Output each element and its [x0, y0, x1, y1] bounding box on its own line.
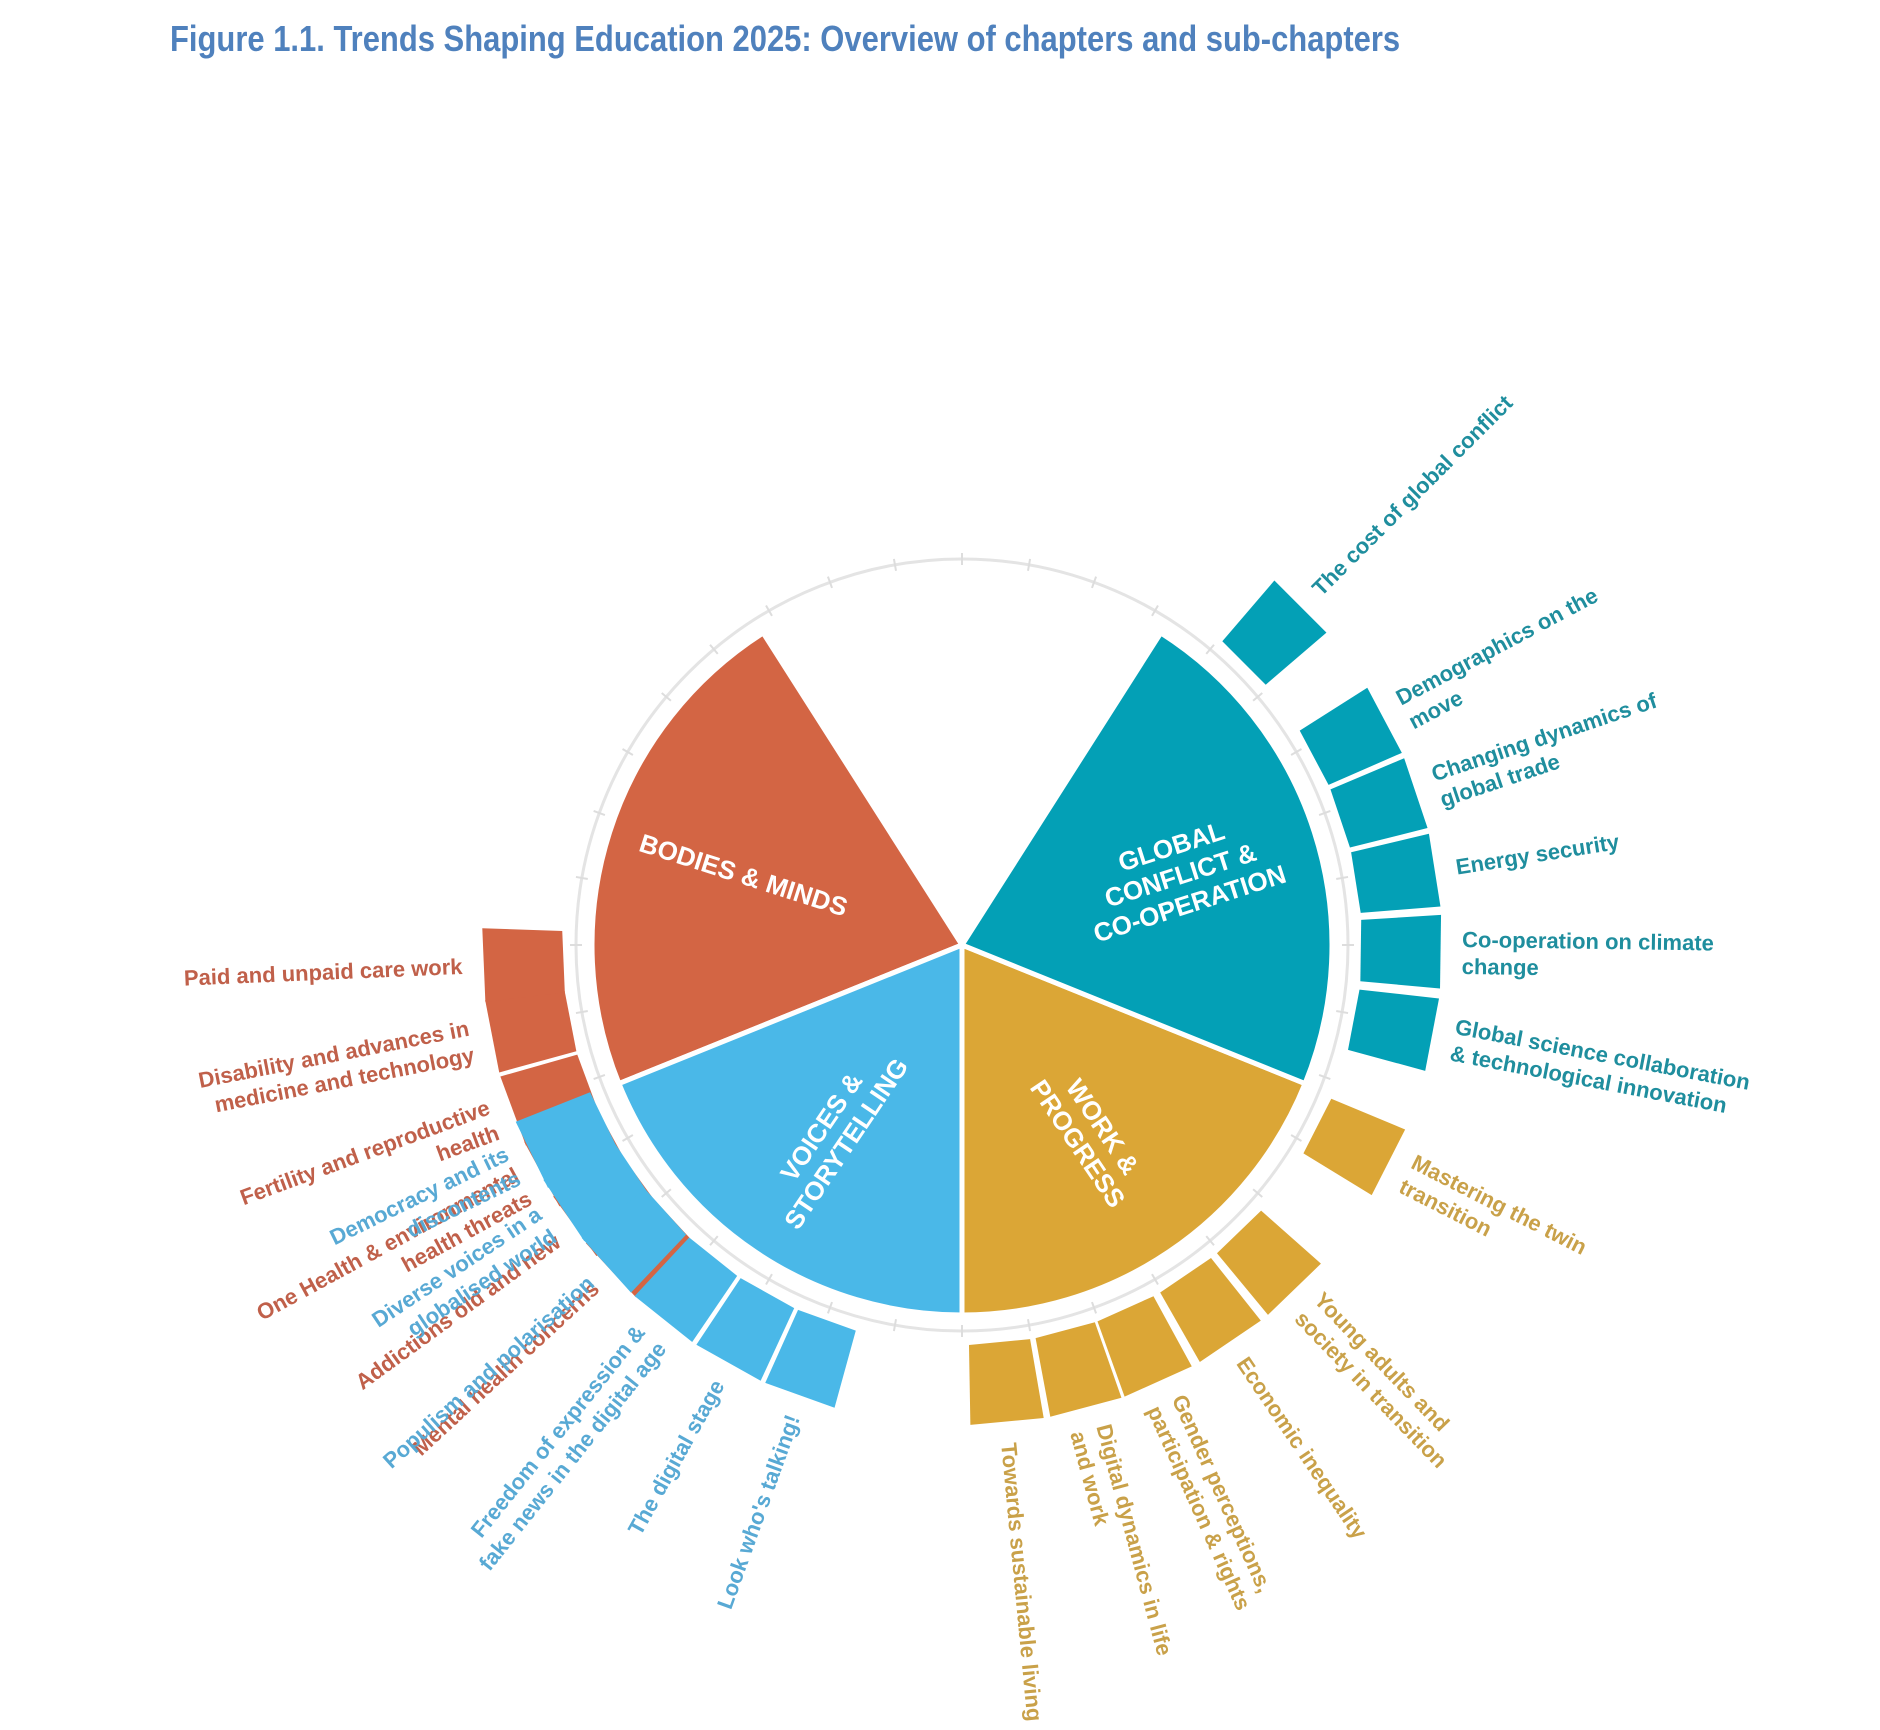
- subchapter-label-line: The digital stage: [623, 1376, 730, 1540]
- guide-ring-tick: [892, 558, 897, 571]
- subchapter-bar-voices: [765, 1309, 856, 1408]
- subchapter-label-line: Energy security: [1454, 829, 1622, 880]
- guide-ring-tick: [661, 692, 672, 702]
- subchapter-label: Mastering the twintransition: [1395, 1150, 1591, 1284]
- subchapter-bar-bodies: [485, 990, 577, 1073]
- subchapter-bar-work: [1097, 1296, 1192, 1397]
- guide-ring-tick: [1318, 809, 1331, 816]
- guide-ring-tick: [709, 1235, 719, 1246]
- subchapter-bar-global: [1351, 833, 1441, 913]
- guide-ring-tick: [1205, 644, 1215, 655]
- guide-ring-tick: [593, 1074, 606, 1081]
- chapter-sector-work: [959, 941, 1309, 1318]
- chapter-sector-voices: [615, 941, 965, 1318]
- subchapter-label: Digital dynamics in lifeand work: [1065, 1421, 1177, 1665]
- subchapter-label: The cost of global conflict: [1307, 390, 1518, 601]
- subchapter-bar-voices: [634, 1237, 738, 1342]
- guide-ring-tick: [593, 809, 606, 816]
- subchapter-label-line: Look who's talking!: [712, 1411, 805, 1612]
- guide-ring-tick: [1151, 1273, 1159, 1285]
- subchapter-bar-work: [1216, 1210, 1321, 1315]
- subchapter-bar-voices: [515, 1092, 617, 1188]
- subchapter-label-line: change: [1462, 954, 1539, 980]
- guide-ring-tick: [1252, 1188, 1263, 1198]
- subchapter-bar-global: [1222, 580, 1327, 685]
- figure-title: Figure 1.1. Trends Shaping Education 202…: [170, 18, 1401, 59]
- guide-ring-tick: [892, 1319, 897, 1332]
- guide-ring-tick: [826, 576, 833, 589]
- subchapter-label: Co-operation on climatechange: [1462, 927, 1714, 983]
- subchapter-label-line: Co-operation on climate: [1462, 927, 1714, 956]
- chapter-sector-bodies: [589, 629, 966, 1087]
- subchapter-label: Towards sustainable living: [996, 1442, 1047, 1723]
- guide-ring: [570, 553, 1354, 1337]
- guide-ring-tick: [765, 1273, 773, 1285]
- subchapter-label-line: The cost of global conflict: [1307, 390, 1518, 601]
- subchapter-label: Energy security: [1454, 829, 1622, 880]
- guide-ring-tick: [1027, 558, 1032, 571]
- subchapter-bar-voices: [543, 1140, 648, 1242]
- chapter-sectors: [589, 629, 1335, 1318]
- guide-ring-tick: [575, 1010, 588, 1015]
- subchapter-bar-global: [1330, 758, 1428, 848]
- subchapter-label-line: Demographics on the: [1392, 583, 1602, 711]
- guide-ring-tick: [826, 1301, 833, 1314]
- subchapter-label: The digital stage: [623, 1376, 730, 1540]
- guide-ring-tick: [1290, 1134, 1302, 1142]
- guide-ring-tick: [1252, 692, 1263, 702]
- guide-ring-tick: [1205, 1235, 1215, 1246]
- subchapter-bar-work: [1303, 1098, 1406, 1196]
- subchapter-bar-work: [968, 1339, 1044, 1425]
- subchapter-label: Look who's talking!: [712, 1411, 805, 1612]
- subchapter-label: Paid and unpaid care work: [183, 954, 463, 991]
- subchapter-bar-voices: [696, 1278, 795, 1381]
- subchapter-label: Disability and advances inmedicine and t…: [196, 1016, 477, 1120]
- guide-ring-tick: [661, 1188, 672, 1198]
- subchapter-bar-global: [1299, 687, 1402, 785]
- guide-ring-tick: [1290, 748, 1302, 756]
- subchapter-bar-work: [1160, 1258, 1261, 1362]
- subchapter-label-line: Towards sustainable living: [996, 1442, 1047, 1723]
- subchapter-bars: [482, 580, 1442, 1425]
- guide-ring-tick: [1091, 576, 1098, 589]
- guide-ring-tick: [622, 1134, 634, 1142]
- guide-ring-tick: [1151, 605, 1159, 617]
- subchapter-label-line: Paid and unpaid care work: [183, 954, 463, 991]
- guide-ring-tick: [765, 605, 773, 617]
- guide-ring-tick: [1336, 875, 1349, 880]
- guide-ring-tick: [709, 644, 719, 655]
- subchapter-bar-global: [1360, 914, 1442, 989]
- guide-ring-tick: [1027, 1319, 1032, 1332]
- subchapter-label: Global science collaboration& technologi…: [1448, 1014, 1752, 1121]
- subchapter-label: Young adults andsociety in transition: [1290, 1287, 1472, 1473]
- subchapter-bar-voices: [581, 1189, 687, 1293]
- guide-ring-tick: [1336, 1010, 1349, 1015]
- guide-ring-tick: [622, 748, 634, 756]
- guide-ring-tick: [575, 875, 588, 880]
- subchapter-label: Gender perceptions,participation & right…: [1142, 1391, 1280, 1614]
- subchapter-bar-work: [1035, 1322, 1122, 1417]
- guide-ring-tick: [1318, 1074, 1331, 1081]
- chapter-sector-global: [958, 629, 1335, 1087]
- subchapter-bar-global: [1348, 989, 1440, 1071]
- guide-ring-tick: [1091, 1301, 1098, 1314]
- subchapter-bar-bodies: [482, 928, 565, 1002]
